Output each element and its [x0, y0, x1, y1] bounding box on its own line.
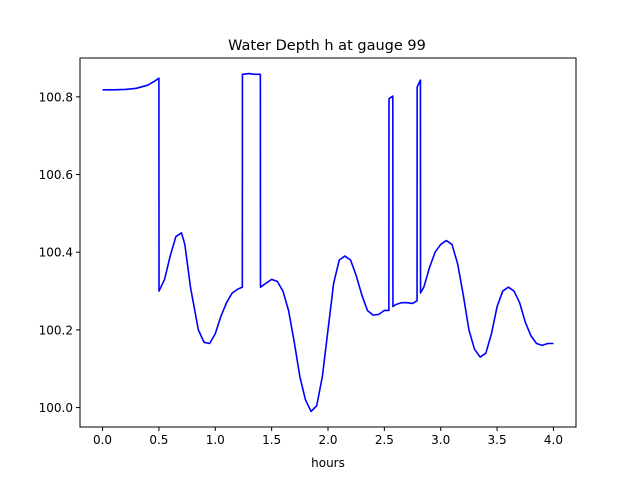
y-tick-label: 100.2 — [39, 323, 73, 337]
x-tick-label: 4.0 — [544, 433, 563, 447]
y-tick-label: 100.6 — [39, 168, 73, 182]
chart-title: Water Depth h at gauge 99 — [228, 38, 426, 54]
x-axis-label: hours — [311, 456, 345, 470]
series-line-0 — [102, 72, 554, 413]
x-tick-label: 0.5 — [149, 433, 168, 447]
plot-area — [79, 57, 577, 428]
y-tick-label: 100.0 — [39, 401, 73, 415]
x-tick-label: 3.0 — [431, 433, 450, 447]
x-tick-label: 2.0 — [318, 433, 337, 447]
y-axis: 100.0 100.2 100.4 100.6 100.8 — [39, 90, 80, 415]
x-tick-label: 0.0 — [93, 433, 112, 447]
x-tick-label: 2.5 — [375, 433, 394, 447]
y-tick-label: 100.4 — [39, 246, 73, 260]
x-tick-label: 1.0 — [206, 433, 225, 447]
y-tick-label: 100.8 — [39, 90, 73, 104]
plot-frame — [79, 57, 577, 428]
x-axis: 0.0 0.5 1.0 1.5 2.0 2.5 3.0 3.5 4.0 — [93, 427, 563, 447]
x-tick-label: 1.5 — [262, 433, 281, 447]
x-tick-label: 3.5 — [488, 433, 507, 447]
